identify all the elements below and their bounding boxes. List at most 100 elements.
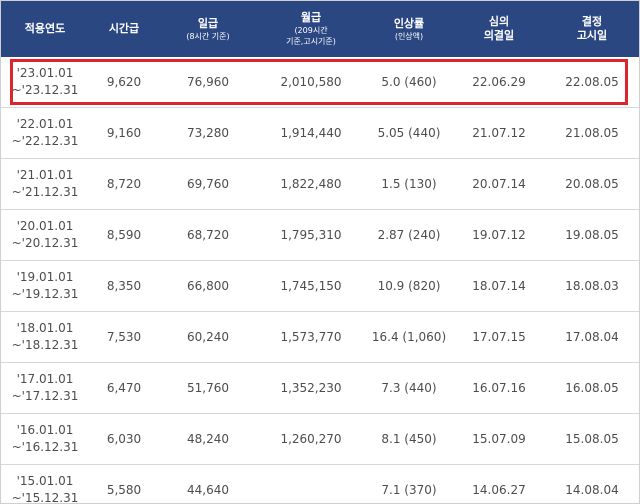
table-row: '16.01.01 ~'16.12.31 6,030 48,240 1,260,270 8… <box>1 414 639 465</box>
header-decision-label-1: 심의 <box>488 15 510 28</box>
cell-monthly: 1,914,440 <box>257 108 365 158</box>
header-daily: 일급 (8시간 기준) <box>159 1 257 57</box>
cell-period-text: ~'20.12.31 <box>11 236 79 250</box>
cell-hourly: 7,530 <box>89 312 159 362</box>
header-rate: 인상률 (인상액) <box>365 1 453 57</box>
cell-period: '23.01.01 ~'23.12.31 <box>1 57 89 107</box>
header-monthly: 월급 (209시간 기준,고시기준) <box>257 1 365 57</box>
cell-period-text: '16.01.01 <box>16 423 74 437</box>
cell-decision-date: 20.07.14 <box>453 159 545 209</box>
cell-period-text: ~'22.12.31 <box>11 134 79 148</box>
cell-monthly: 1,260,270 <box>257 414 365 464</box>
cell-period-text: ~'17.12.31 <box>11 389 79 403</box>
cell-decision-date-text: 14.06.27 <box>472 482 526 497</box>
header-hourly-label: 시간급 <box>108 22 140 35</box>
cell-period-text: ~'23.12.31 <box>11 83 79 97</box>
cell-period-text: '17.01.01 <box>16 372 74 386</box>
cell-notice-date-text: 20.08.05 <box>565 176 619 191</box>
cell-notice-date-text: 22.08.05 <box>565 74 619 89</box>
header-decision-label-2: 의결일 <box>483 29 515 42</box>
cell-rate-text: 1.5 (130) <box>381 176 437 191</box>
cell-rate: 16.4 (1,060) <box>365 312 453 362</box>
cell-daily-text: 66,800 <box>187 278 229 293</box>
cell-hourly: 8,590 <box>89 210 159 260</box>
cell-period: '18.01.01 ~'18.12.31 <box>1 312 89 362</box>
cell-daily-text: 51,760 <box>187 380 229 395</box>
cell-daily: 76,960 <box>159 57 257 107</box>
cell-rate: 7.1 (370) <box>365 465 453 503</box>
cell-notice-date-text: 18.08.03 <box>565 278 619 293</box>
cell-monthly: 1,795,310 <box>257 210 365 260</box>
cell-notice-date: 19.08.05 <box>545 210 639 260</box>
cell-rate: 1.5 (130) <box>365 159 453 209</box>
cell-hourly-text: 5,580 <box>106 482 142 497</box>
header-period-label: 적용연도 <box>24 22 66 35</box>
header-notice-label-2: 고시일 <box>576 29 608 42</box>
cell-notice-date-text: 21.08.05 <box>565 125 619 140</box>
cell-hourly: 6,470 <box>89 363 159 413</box>
cell-period: '21.01.01 ~'21.12.31 <box>1 159 89 209</box>
cell-notice-date: 16.08.05 <box>545 363 639 413</box>
cell-period: '17.01.01 ~'17.12.31 <box>1 363 89 413</box>
cell-daily: 60,240 <box>159 312 257 362</box>
cell-decision-date-text: 16.07.16 <box>472 380 526 395</box>
cell-notice-date-text: 19.08.05 <box>565 227 619 242</box>
cell-period-text: '20.01.01 <box>16 219 74 233</box>
table-body: '23.01.01 ~'23.12.31 9,620 76,960 2,010,580 5… <box>1 57 639 503</box>
cell-decision-date-text: 21.07.12 <box>472 125 526 140</box>
cell-period-text: ~'16.12.31 <box>11 440 79 454</box>
cell-hourly-text: 7,530 <box>106 329 142 344</box>
cell-daily: 66,800 <box>159 261 257 311</box>
cell-daily-text: 73,280 <box>187 125 229 140</box>
header-notice-date: 결정 고시일 <box>545 1 639 57</box>
cell-notice-date: 17.08.04 <box>545 312 639 362</box>
cell-decision-date: 17.07.15 <box>453 312 545 362</box>
cell-hourly-text: 9,620 <box>106 74 142 89</box>
header-period: 적용연도 <box>1 1 89 57</box>
cell-hourly: 8,350 <box>89 261 159 311</box>
cell-rate: 5.0 (460) <box>365 57 453 107</box>
cell-notice-date: 15.08.05 <box>545 414 639 464</box>
cell-period-text: '15.01.01 <box>16 474 74 488</box>
cell-period-text: '21.01.01 <box>16 168 74 182</box>
cell-rate-text: 16.4 (1,060) <box>371 329 447 344</box>
cell-decision-date-text: 19.07.12 <box>472 227 526 242</box>
cell-monthly <box>257 465 365 503</box>
cell-decision-date: 22.06.29 <box>453 57 545 107</box>
cell-daily-text: 69,760 <box>187 176 229 191</box>
cell-hourly: 8,720 <box>89 159 159 209</box>
cell-hourly: 5,580 <box>89 465 159 503</box>
cell-rate-text: 10.9 (820) <box>377 278 441 293</box>
cell-period: '15.01.01 ~'15.12.31 <box>1 465 89 503</box>
cell-monthly-text: 1,260,270 <box>280 431 342 446</box>
header-rate-sublabel: (인상액) <box>394 31 424 41</box>
table-row: '15.01.01 ~'15.12.31 5,580 44,640 7.1 (370) 1… <box>1 465 639 503</box>
cell-notice-date-text: 17.08.04 <box>565 329 619 344</box>
cell-notice-date: 14.08.04 <box>545 465 639 503</box>
cell-period-text: '22.01.01 <box>16 117 74 131</box>
cell-notice-date: 18.08.03 <box>545 261 639 311</box>
cell-monthly-text: 2,010,580 <box>280 74 342 89</box>
cell-decision-date-text: 17.07.15 <box>472 329 526 344</box>
table-row: '18.01.01 ~'18.12.31 7,530 60,240 1,573,770 1… <box>1 312 639 363</box>
cell-daily: 68,720 <box>159 210 257 260</box>
cell-hourly-text: 8,720 <box>106 176 142 191</box>
cell-monthly: 1,822,480 <box>257 159 365 209</box>
cell-monthly-text: 1,352,230 <box>280 380 342 395</box>
cell-daily-text: 44,640 <box>187 482 229 497</box>
table-row: '19.01.01 ~'19.12.31 8,350 66,800 1,745,150 1… <box>1 261 639 312</box>
cell-hourly-text: 9,160 <box>106 125 142 140</box>
cell-period-text: ~'19.12.31 <box>11 287 79 301</box>
cell-hourly-text: 8,590 <box>106 227 142 242</box>
cell-notice-date: 22.08.05 <box>545 57 639 107</box>
cell-notice-date-text: 15.08.05 <box>565 431 619 446</box>
cell-decision-date: 15.07.09 <box>453 414 545 464</box>
header-monthly-sublabel-2: 기준,고시기준) <box>286 37 336 46</box>
header-hourly: 시간급 <box>89 1 159 57</box>
cell-daily-text: 76,960 <box>187 74 229 89</box>
header-rate-label: 인상률 <box>393 16 425 30</box>
cell-monthly: 1,352,230 <box>257 363 365 413</box>
cell-hourly-text: 6,030 <box>106 431 142 446</box>
